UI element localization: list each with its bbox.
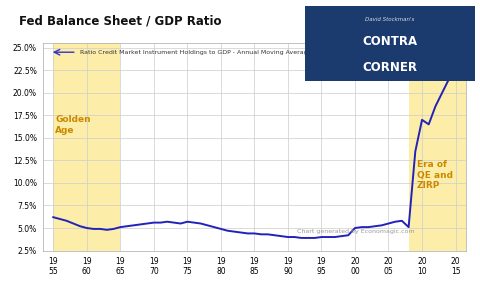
Bar bbox=[408, 43, 469, 251]
Text: CORNER: CORNER bbox=[362, 61, 418, 74]
Text: Golden
Age: Golden Age bbox=[55, 115, 91, 135]
Text: CONTRA: CONTRA bbox=[362, 35, 418, 48]
Bar bbox=[53, 43, 120, 251]
Text: Fed Balance Sheet / GDP Ratio: Fed Balance Sheet / GDP Ratio bbox=[19, 14, 222, 27]
Text: David Stockman's: David Stockman's bbox=[365, 17, 415, 22]
Text: Chart generated by Economagic.com: Chart generated by Economagic.com bbox=[297, 229, 414, 234]
Text: Era of
QE and
ZIRP: Era of QE and ZIRP bbox=[417, 160, 453, 190]
Text: Ratio Credit Market Instrument Holdings to GDP - Annual Moving Average: Ratio Credit Market Instrument Holdings … bbox=[80, 50, 312, 55]
